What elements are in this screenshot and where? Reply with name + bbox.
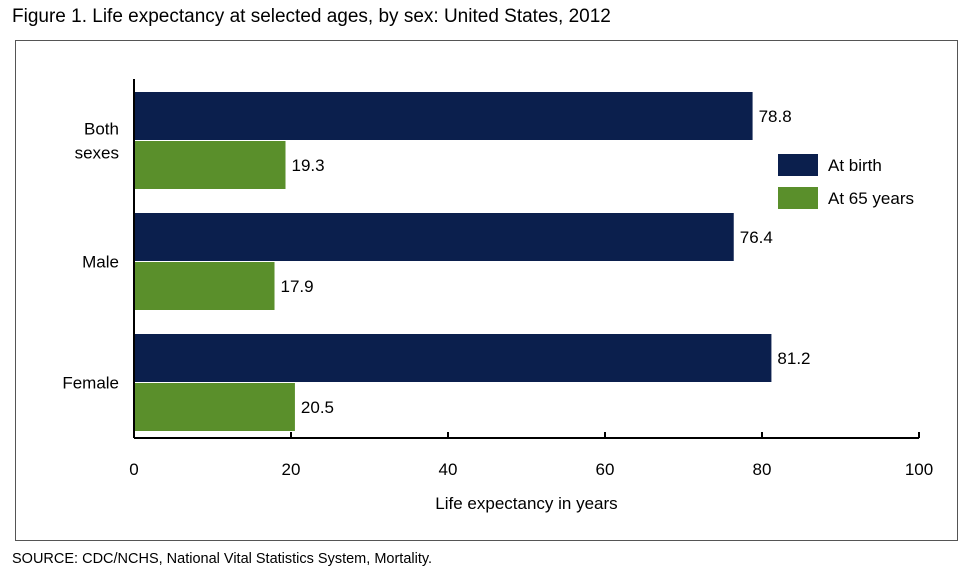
bar-at-birth-0 bbox=[134, 92, 753, 140]
axes-layer bbox=[133, 79, 919, 439]
x-tick-label: 0 bbox=[129, 460, 138, 479]
category-label: Both bbox=[84, 120, 119, 139]
x-tick-label: 40 bbox=[439, 460, 458, 479]
bar-at-birth-2 bbox=[134, 334, 772, 382]
chart-frame: 0 20 40 60 80 100 Both sexes Male Female 78.8 19.… bbox=[15, 40, 958, 541]
bar-chart: 0 20 40 60 80 100 Both sexes Male Female 78.8 19.… bbox=[62, 79, 933, 513]
data-label: 78.8 bbox=[759, 107, 792, 126]
figure-title: Figure 1. Life expectancy at selected ag… bbox=[12, 6, 611, 27]
data-label: 20.5 bbox=[301, 398, 334, 417]
data-label: 17.9 bbox=[281, 277, 314, 296]
data-label: 76.4 bbox=[740, 228, 773, 247]
legend-swatch-at-65 bbox=[778, 187, 818, 209]
bar-at-65-0 bbox=[134, 141, 286, 189]
x-ticks-layer: 0 20 40 60 80 100 bbox=[129, 432, 933, 479]
bar-at-65-2 bbox=[134, 383, 295, 431]
x-tick-label: 100 bbox=[905, 460, 933, 479]
source-note: SOURCE: CDC/NCHS, National Vital Statist… bbox=[12, 551, 433, 567]
category-labels-layer: Both sexes Male Female bbox=[62, 120, 119, 393]
x-tick-label: 80 bbox=[753, 460, 772, 479]
legend-label: At birth bbox=[828, 156, 882, 175]
bar-at-65-1 bbox=[134, 262, 275, 310]
category-label: Female bbox=[62, 374, 119, 393]
bar-at-birth-1 bbox=[134, 213, 734, 261]
x-axis-title: Life expectancy in years bbox=[435, 494, 617, 513]
data-label: 81.2 bbox=[777, 349, 810, 368]
data-labels-layer: 78.8 19.3 76.4 17.9 81.2 20.5 bbox=[281, 107, 811, 417]
category-label: Male bbox=[82, 253, 119, 272]
category-label: sexes bbox=[75, 144, 119, 163]
legend-swatch-at-birth bbox=[778, 154, 818, 176]
data-label: 19.3 bbox=[292, 156, 325, 175]
x-tick-label: 60 bbox=[596, 460, 615, 479]
bars-layer bbox=[134, 92, 772, 431]
x-tick-label: 20 bbox=[282, 460, 301, 479]
legend: At birth At 65 years bbox=[778, 154, 914, 209]
legend-label: At 65 years bbox=[828, 189, 914, 208]
